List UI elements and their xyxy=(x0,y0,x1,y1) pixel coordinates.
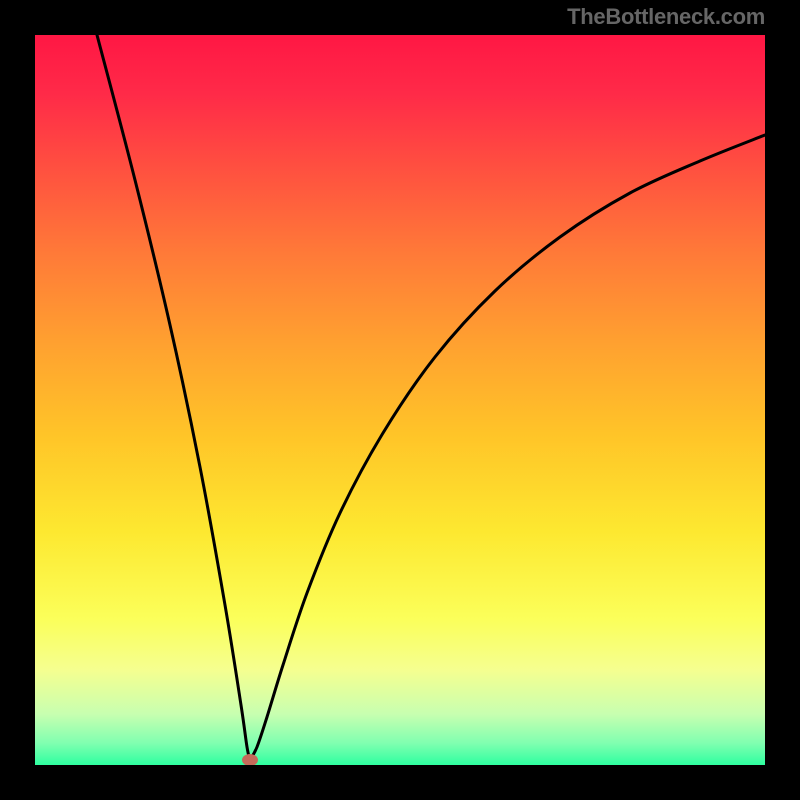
watermark-label: TheBottleneck.com xyxy=(567,4,765,30)
bottleneck-curve-left xyxy=(97,35,250,760)
plot-area xyxy=(35,35,765,765)
curve-svg xyxy=(35,35,765,765)
bottleneck-curve-right xyxy=(250,135,765,760)
minimum-marker xyxy=(242,754,258,765)
chart-frame: TheBottleneck.com xyxy=(0,0,800,800)
